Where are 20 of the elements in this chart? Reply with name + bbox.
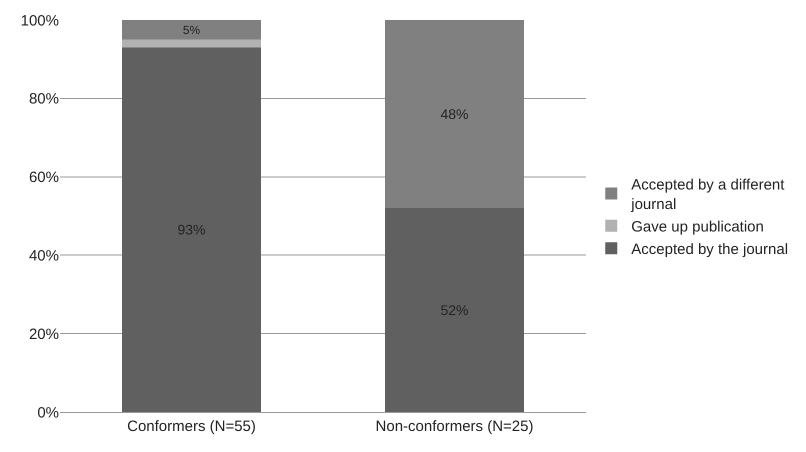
bar	[384, 20, 524, 208]
bar	[122, 40, 262, 48]
y-tick-label: 60%	[28, 169, 59, 186]
bar	[122, 20, 262, 40]
legend-label: Accepted by a different journal	[630, 176, 786, 214]
data-label: 5%	[182, 23, 201, 38]
bar	[122, 47, 262, 412]
data-label: 48%	[440, 106, 469, 122]
data-label: 93%	[177, 222, 206, 238]
y-tick-label: 80%	[28, 90, 59, 108]
data-label: 52%	[440, 302, 469, 318]
y-tick-label: 0%	[37, 404, 59, 422]
x-tick-label: Non-conformers (N=25)	[376, 418, 534, 435]
bar	[384, 208, 524, 412]
y-tick-label: 20%	[28, 326, 59, 343]
y-tick-label: 100%	[20, 12, 59, 30]
x-tick-label: Conformers (N=55)	[127, 418, 256, 435]
y-tick-label: 40%	[28, 247, 59, 264]
legend-label: Accepted by the journal	[631, 241, 788, 258]
legend-label: Gave up publication	[631, 218, 764, 236]
